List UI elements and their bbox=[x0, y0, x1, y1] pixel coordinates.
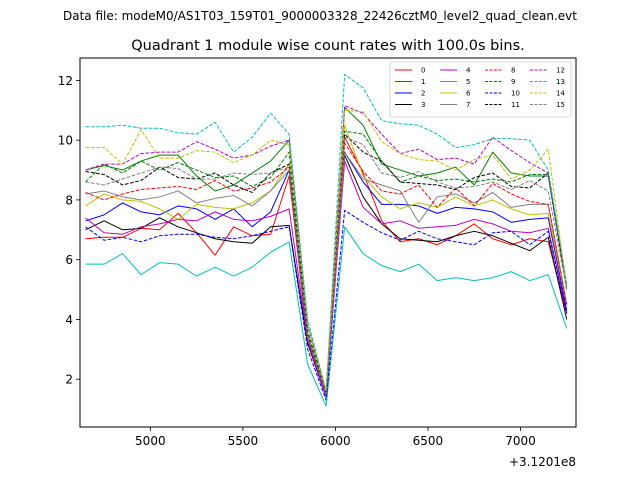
y-tick-label: 8 bbox=[65, 193, 73, 207]
series-0-line bbox=[85, 136, 568, 395]
series-12-line bbox=[85, 105, 568, 392]
x-axis: 5000 5500 6000 6500 7000 bbox=[135, 427, 536, 448]
legend-label-15: 15 bbox=[556, 101, 565, 109]
series-15-line bbox=[85, 136, 568, 395]
x-tick-label: 5000 bbox=[135, 434, 166, 448]
legend-label-2: 2 bbox=[421, 90, 425, 98]
series-14-line bbox=[85, 109, 568, 392]
legend-label-5: 5 bbox=[466, 78, 470, 86]
series-1-line bbox=[85, 106, 568, 392]
series-3-line bbox=[85, 154, 568, 398]
y-tick-label: 2 bbox=[65, 373, 73, 387]
y-tick-label: 12 bbox=[58, 74, 73, 88]
x-tick-label: 7000 bbox=[505, 434, 536, 448]
series-9-line bbox=[85, 130, 568, 392]
x-tick-label: 6500 bbox=[413, 434, 444, 448]
chart-title: Quadrant 1 module wise count rates with … bbox=[131, 38, 525, 54]
legend-label-8: 8 bbox=[511, 67, 515, 75]
legend-frame bbox=[389, 61, 572, 118]
x-axis-offset-label: +3.1201e8 bbox=[509, 455, 576, 469]
series-6-line bbox=[85, 124, 568, 395]
y-tick-label: 10 bbox=[58, 134, 73, 148]
legend-label-13: 13 bbox=[556, 78, 565, 86]
y-tick-label: 4 bbox=[65, 313, 73, 327]
legend-label-6: 6 bbox=[466, 90, 471, 98]
series-5-line bbox=[85, 226, 568, 407]
x-tick-label: 5500 bbox=[228, 434, 259, 448]
x-tick-label: 6000 bbox=[320, 434, 351, 448]
y-tick-label: 6 bbox=[65, 253, 73, 267]
series-10-line bbox=[85, 209, 568, 401]
legend-label-3: 3 bbox=[421, 101, 425, 109]
series-layer bbox=[85, 73, 568, 407]
legend-label-12: 12 bbox=[556, 67, 565, 75]
series-4-line bbox=[85, 160, 568, 398]
legend-label-7: 7 bbox=[466, 101, 470, 109]
legend-label-11: 11 bbox=[511, 101, 520, 109]
y-axis: 2 4 6 8 10 12 bbox=[58, 74, 80, 387]
legend-label-0: 0 bbox=[421, 67, 425, 75]
legend-label-9: 9 bbox=[511, 78, 515, 86]
legend-label-14: 14 bbox=[556, 90, 565, 98]
series-8-line bbox=[85, 142, 568, 395]
legend-label-10: 10 bbox=[511, 90, 520, 98]
legend-label-4: 4 bbox=[466, 67, 471, 75]
legend-label-1: 1 bbox=[421, 78, 425, 86]
chart-suptitle: Data file: modeM0/AS1T03_159T01_90000033… bbox=[63, 9, 577, 23]
plot-frame bbox=[79, 57, 577, 428]
